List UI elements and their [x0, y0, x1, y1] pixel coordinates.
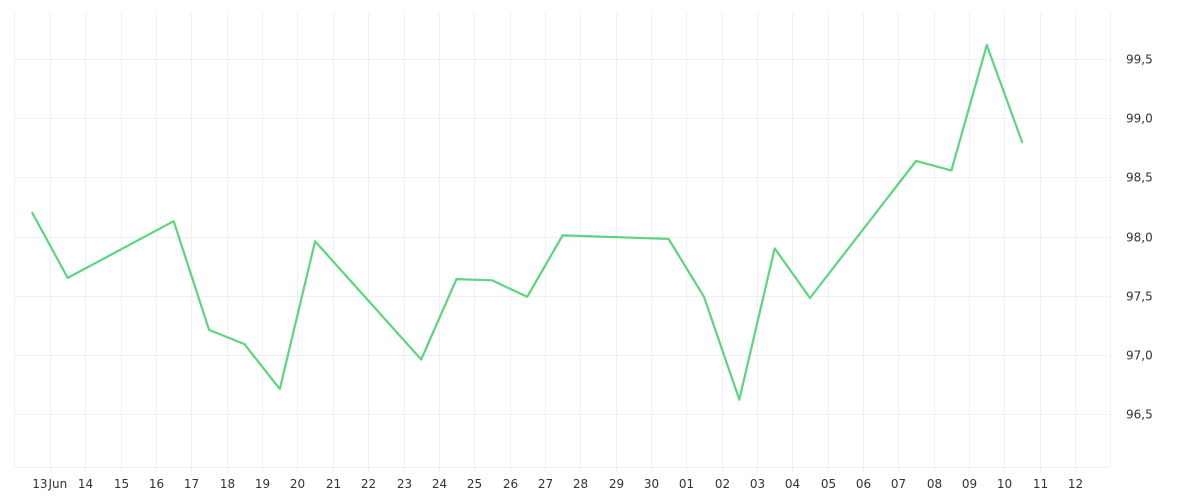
x-tick-label: 27	[538, 477, 553, 491]
x-tick-label: 19	[255, 477, 270, 491]
x-tick-label: 17	[184, 477, 199, 491]
x-tick-label: 12	[1068, 477, 1083, 491]
axes	[14, 12, 1111, 472]
x-tick-label: 09	[962, 477, 977, 491]
x-tick-label: 29	[609, 477, 624, 491]
x-tick-label: 11	[1033, 477, 1048, 491]
x-tick-label: 22	[361, 477, 376, 491]
series-line	[31, 44, 1024, 401]
x-tick-label: 03	[750, 477, 765, 491]
y-tick-label: 97,5	[1126, 290, 1153, 304]
y-tick-label: 97,0	[1126, 349, 1153, 363]
x-tick-label: 15	[114, 477, 129, 491]
x-tick-label: 16	[149, 477, 164, 491]
x-tick-label: 10	[997, 477, 1012, 491]
x-tick-label: 07	[891, 477, 906, 491]
y-tick-label: 96,5	[1126, 408, 1153, 422]
x-tick-label: 30	[644, 477, 659, 491]
x-tick-label: 01	[679, 477, 694, 491]
x-tick-label: 06	[856, 477, 871, 491]
x-tick-label: 08	[927, 477, 942, 491]
x-tick-label: 26	[503, 477, 518, 491]
x-tick-label: 24	[432, 477, 447, 491]
x-tick-label: 28	[573, 477, 588, 491]
x-tick-label: 21	[326, 477, 341, 491]
x-tick-label: 04	[785, 477, 800, 491]
y-tick-label: 99,0	[1126, 112, 1153, 126]
x-tick-label: 25	[467, 477, 482, 491]
x-tick-label: 13	[32, 477, 47, 491]
y-axis-ticks: 96,5 97,0 97,5 98,0 98,5 99,0 99,5	[1126, 53, 1153, 422]
x-tick-label: 18	[220, 477, 235, 491]
x-tick-label: 23	[397, 477, 412, 491]
x-tick-month-label: Jun	[48, 477, 68, 491]
y-tick-label: 98,5	[1126, 171, 1153, 185]
x-axis-ticks: 13 Jun 14 15 16 17 18 19 20 21 22 23 24 25 26 27 28 29 30 0…	[32, 477, 1083, 491]
y-tick-label: 99,5	[1126, 53, 1153, 67]
x-tick-label: 02	[715, 477, 730, 491]
x-tick-label: 05	[821, 477, 836, 491]
series-layer	[31, 44, 1024, 401]
grid	[14, 12, 1110, 467]
y-tick-label: 98,0	[1126, 231, 1153, 245]
x-tick-label: 14	[78, 477, 93, 491]
x-tick-label: 20	[290, 477, 305, 491]
